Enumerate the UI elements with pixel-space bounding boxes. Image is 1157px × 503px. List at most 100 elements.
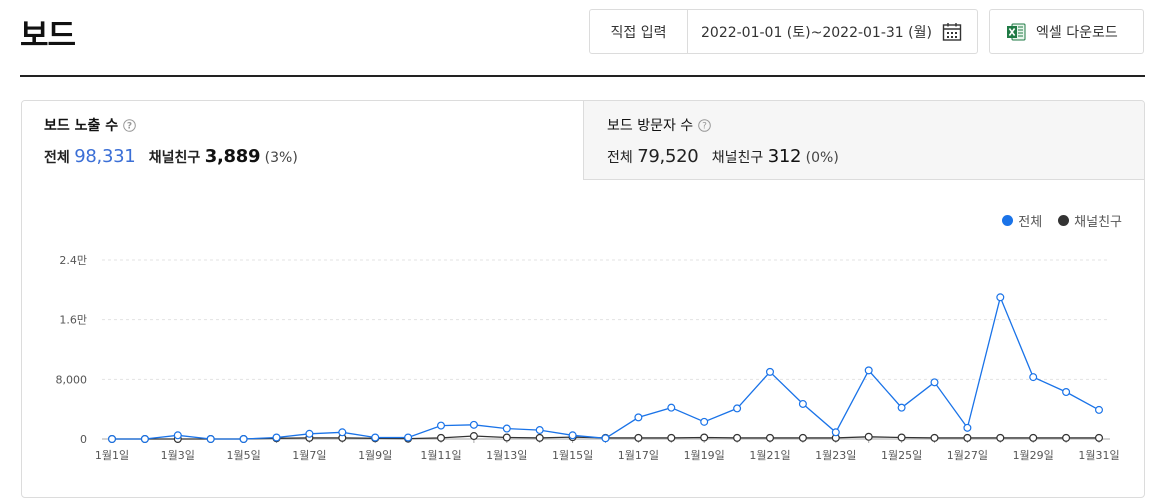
total-value: 79,520: [637, 146, 699, 167]
x-tick-label: 1월7일: [292, 448, 326, 462]
data-point-total: [798, 399, 807, 408]
friend-pct: (3%): [264, 150, 298, 166]
data-point-total: [1029, 373, 1038, 382]
x-tick-label: 1월1일: [95, 448, 129, 462]
friend-value: 3,889: [204, 146, 261, 167]
data-point-total: [404, 433, 413, 442]
data-point-friend: [765, 433, 774, 442]
friend-pct: (0%): [805, 150, 839, 166]
data-point-total: [667, 403, 676, 412]
x-tick-label: 1월25일: [881, 448, 922, 462]
legend-item-friend[interactable]: 채널친구: [1058, 211, 1122, 230]
data-point-total: [338, 428, 347, 437]
legend-dot-friend: [1058, 215, 1070, 226]
legend-label-friend: 채널친구: [1074, 215, 1122, 230]
x-tick-label: 1월11일: [420, 448, 461, 462]
data-point-friend: [634, 433, 643, 442]
legend-dot-total: [1002, 215, 1014, 226]
data-point-friend: [864, 432, 873, 441]
data-point-total: [831, 428, 840, 437]
data-point-friend: [535, 433, 544, 442]
friend-label: 채널친구: [711, 150, 764, 166]
total-label: 전체: [44, 150, 70, 166]
friend-label: 채널친구: [148, 150, 201, 166]
data-point-friend: [700, 433, 709, 442]
data-point-total: [765, 367, 774, 376]
date-range-text[interactable]: 2022-01-01 (토)~2022-01-31 (월): [701, 24, 932, 41]
y-tick-label: 0: [80, 433, 87, 446]
data-point-friend: [1094, 433, 1103, 442]
data-point-total: [601, 434, 610, 443]
y-tick-label: 2.4만: [59, 254, 87, 267]
data-point-friend: [930, 433, 939, 442]
x-tick-label: 1월31일: [1078, 448, 1119, 462]
svg-text:?: ?: [127, 121, 132, 131]
date-range-picker[interactable]: 직접 입력 2022-01-01 (토)~2022-01-31 (월): [589, 9, 978, 54]
data-point-friend: [502, 433, 511, 442]
data-point-friend: [897, 433, 906, 442]
total-value: 98,331: [74, 146, 136, 167]
tab-title: 보드 노출 수: [44, 118, 119, 134]
data-point-total: [930, 378, 939, 387]
x-tick-label: 1월19일: [684, 448, 725, 462]
data-point-total: [502, 424, 511, 433]
data-point-total: [1062, 388, 1071, 397]
data-point-friend: [1062, 433, 1071, 442]
data-point-total: [305, 429, 314, 438]
data-point-total: [1094, 405, 1103, 414]
data-point-total: [206, 435, 215, 444]
data-point-total: [469, 420, 478, 429]
line-chart: 0 8,000 1.6만 2.4만 1월1일 1월3일 1월5일 1월7일 1월9일 1월11일 1…: [56, 254, 1120, 462]
tab-board-impressions[interactable]: 보드 노출 수 ? 전체 98,331 채널친구 3,889 (3%): [22, 101, 584, 180]
data-point-friend: [798, 433, 807, 442]
data-point-total: [239, 435, 248, 444]
tab-board-visitors[interactable]: 보드 방문자 수 ? 전체 79,520 채널친구 312 (0%): [583, 101, 1144, 180]
data-point-total: [107, 435, 116, 444]
y-tick-label: 1.6만: [59, 314, 87, 327]
data-point-total: [864, 366, 873, 375]
x-tick-label: 1월17일: [618, 448, 659, 462]
series-line-total: [112, 295, 1100, 440]
data-point-friend: [1029, 433, 1038, 442]
data-point-friend: [963, 433, 972, 442]
excel-icon: [1007, 23, 1026, 40]
total-label: 전체: [607, 150, 633, 166]
title-divider: [20, 75, 1145, 77]
data-point-total: [437, 421, 446, 430]
legend-item-total[interactable]: 전체: [1002, 211, 1042, 230]
x-tick-label: 1월15일: [552, 448, 593, 462]
board-stats-panel: 보드 노출 수 ? 전체 98,331 채널친구 3,889 (3%) 보드 방…: [21, 100, 1145, 498]
chart-legend: 전체 채널친구: [1002, 211, 1122, 230]
excel-download-label: 엑셀 다운로드: [1036, 24, 1118, 41]
page-title: 보드: [20, 18, 76, 54]
date-mode-select[interactable]: 직접 입력: [590, 10, 688, 53]
data-point-friend: [437, 433, 446, 442]
help-icon[interactable]: ?: [123, 118, 136, 132]
data-point-friend: [469, 432, 478, 441]
data-point-friend: [733, 433, 742, 442]
x-tick-label: 1월29일: [1013, 448, 1054, 462]
excel-download-button[interactable]: 엑셀 다운로드: [989, 9, 1144, 54]
data-point-friend: [667, 433, 676, 442]
data-point-total: [568, 431, 577, 440]
data-point-total: [140, 435, 149, 444]
data-point-total: [963, 423, 972, 432]
x-tick-label: 1월3일: [161, 448, 195, 462]
y-tick-label: 8,000: [56, 373, 88, 386]
data-point-total: [733, 404, 742, 413]
data-point-total: [996, 293, 1005, 302]
x-tick-label: 1월27일: [947, 448, 988, 462]
tab-title: 보드 방문자 수: [607, 118, 694, 134]
svg-text:?: ?: [702, 121, 707, 131]
calendar-icon[interactable]: [942, 22, 962, 42]
data-point-friend: [996, 433, 1005, 442]
data-point-total: [535, 426, 544, 435]
data-point-total: [173, 431, 182, 440]
x-tick-label: 1월9일: [358, 448, 392, 462]
data-point-total: [634, 413, 643, 422]
x-tick-label: 1월13일: [486, 448, 527, 462]
x-tick-label: 1월23일: [815, 448, 856, 462]
data-point-total: [700, 417, 709, 426]
data-point-total: [897, 403, 906, 412]
help-icon[interactable]: ?: [698, 118, 711, 132]
